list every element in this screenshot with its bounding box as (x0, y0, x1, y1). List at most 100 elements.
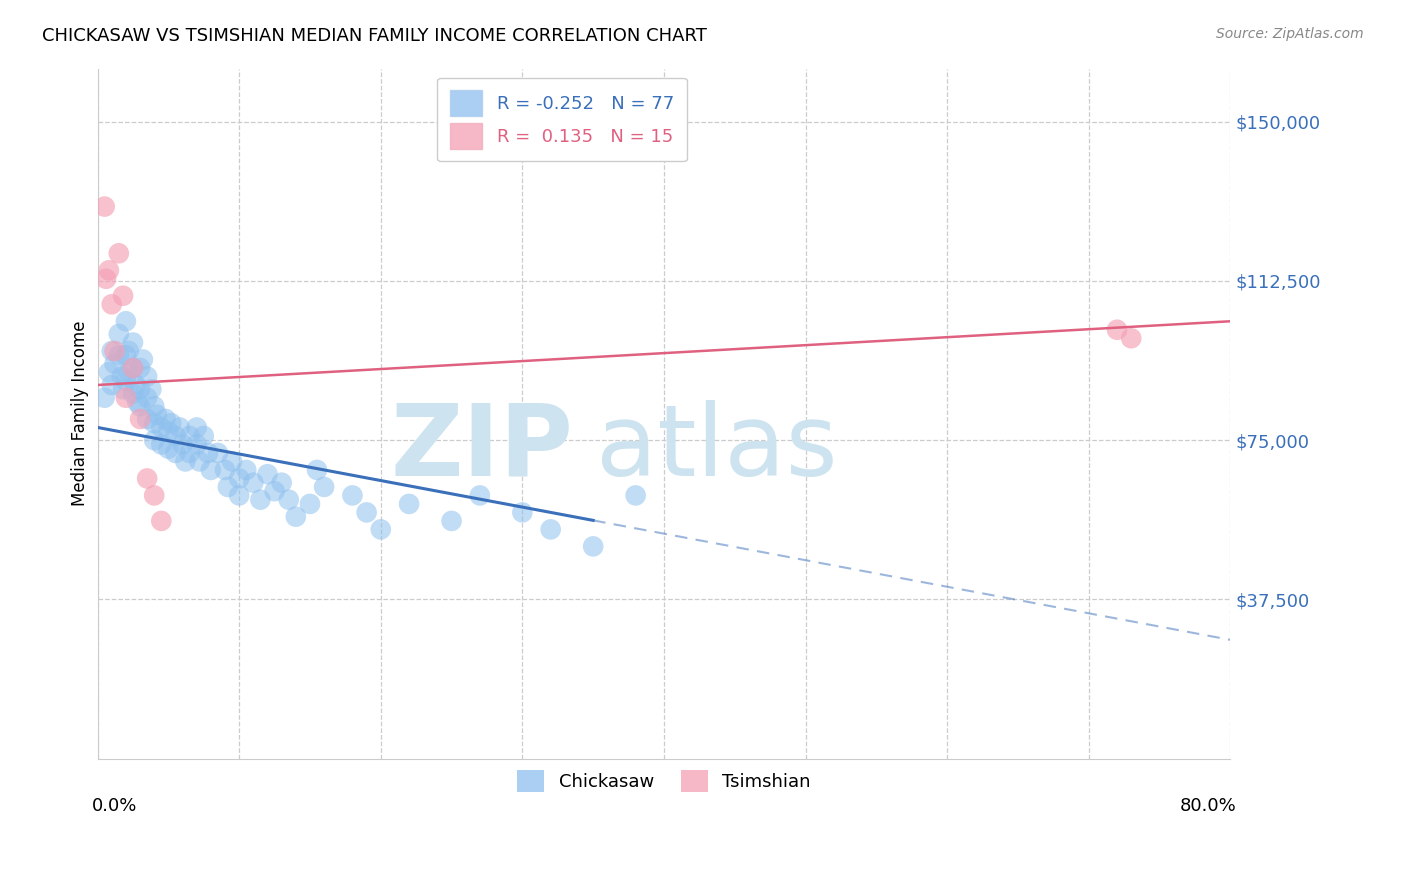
Point (165, 446, 187, 460)
Point (143, 399, 166, 413)
Point (150, 437, 173, 451)
Point (122, 335, 145, 350)
Point (160, 416, 183, 430)
Point (115, 374, 138, 388)
Point (242, 475, 264, 490)
Point (103, 343, 125, 358)
Point (146, 408, 169, 422)
Point (356, 505, 378, 519)
Legend: Chickasaw, Tsimshian: Chickasaw, Tsimshian (508, 762, 820, 802)
Point (112, 382, 135, 396)
Point (132, 352, 155, 367)
Point (188, 454, 211, 468)
Point (108, 246, 131, 260)
Point (129, 382, 152, 396)
Point (136, 369, 159, 384)
Point (277, 492, 299, 507)
Point (1105, 323, 1128, 337)
Point (122, 386, 145, 401)
Point (108, 348, 131, 362)
Text: atlas: atlas (596, 400, 838, 497)
Point (150, 420, 173, 434)
Point (512, 505, 534, 519)
Point (284, 509, 307, 524)
Point (100, 343, 122, 358)
Point (540, 523, 562, 537)
Point (1121, 331, 1143, 345)
Point (270, 475, 292, 490)
Point (136, 412, 159, 426)
Point (129, 361, 152, 376)
Point (127, 395, 149, 409)
Point (217, 480, 239, 494)
Point (179, 446, 201, 460)
Point (155, 412, 177, 426)
Point (197, 446, 219, 460)
Point (200, 463, 222, 477)
Point (468, 488, 491, 502)
Point (143, 488, 166, 502)
Point (115, 348, 138, 362)
Point (97, 263, 120, 277)
Point (115, 391, 138, 405)
Point (118, 343, 141, 358)
Point (214, 463, 236, 477)
Point (314, 480, 336, 494)
Point (172, 437, 194, 451)
Point (157, 425, 180, 439)
Point (207, 446, 229, 460)
Point (228, 471, 250, 485)
Y-axis label: Median Family Income: Median Family Income (72, 321, 89, 507)
Text: 0.0%: 0.0% (91, 797, 138, 814)
Text: ZIP: ZIP (391, 400, 574, 497)
Point (150, 514, 173, 528)
Point (136, 391, 159, 405)
Point (440, 514, 463, 528)
Point (179, 429, 201, 443)
Point (165, 429, 187, 443)
Point (169, 420, 191, 434)
Point (263, 484, 285, 499)
Point (256, 467, 278, 482)
Point (342, 488, 364, 502)
Point (298, 497, 321, 511)
Point (157, 442, 180, 456)
Point (249, 492, 271, 507)
Point (94, 272, 117, 286)
Point (143, 433, 166, 447)
Point (115, 314, 138, 328)
Point (624, 488, 647, 502)
Point (112, 289, 135, 303)
Point (93, 200, 115, 214)
Point (122, 361, 145, 376)
Point (122, 361, 145, 376)
Point (370, 523, 392, 537)
Point (118, 365, 141, 379)
Point (103, 357, 125, 371)
Point (186, 437, 208, 451)
Point (100, 378, 122, 392)
Point (100, 297, 122, 311)
Point (111, 369, 134, 384)
Point (235, 463, 257, 477)
Point (193, 429, 215, 443)
Point (143, 416, 166, 430)
Text: 80.0%: 80.0% (1180, 797, 1236, 814)
Point (129, 412, 152, 426)
Point (582, 540, 605, 554)
Point (228, 488, 250, 502)
Point (186, 420, 208, 434)
Point (97, 365, 120, 379)
Text: CHICKASAW VS TSIMSHIAN MEDIAN FAMILY INCOME CORRELATION CHART: CHICKASAW VS TSIMSHIAN MEDIAN FAMILY INC… (42, 27, 707, 45)
Point (129, 399, 152, 413)
Point (136, 471, 159, 485)
Point (125, 378, 148, 392)
Point (221, 454, 243, 468)
Point (108, 326, 131, 341)
Point (141, 382, 163, 396)
Text: Source: ZipAtlas.com: Source: ZipAtlas.com (1216, 27, 1364, 41)
Point (305, 463, 328, 477)
Point (93, 391, 115, 405)
Point (174, 454, 197, 468)
Point (398, 497, 420, 511)
